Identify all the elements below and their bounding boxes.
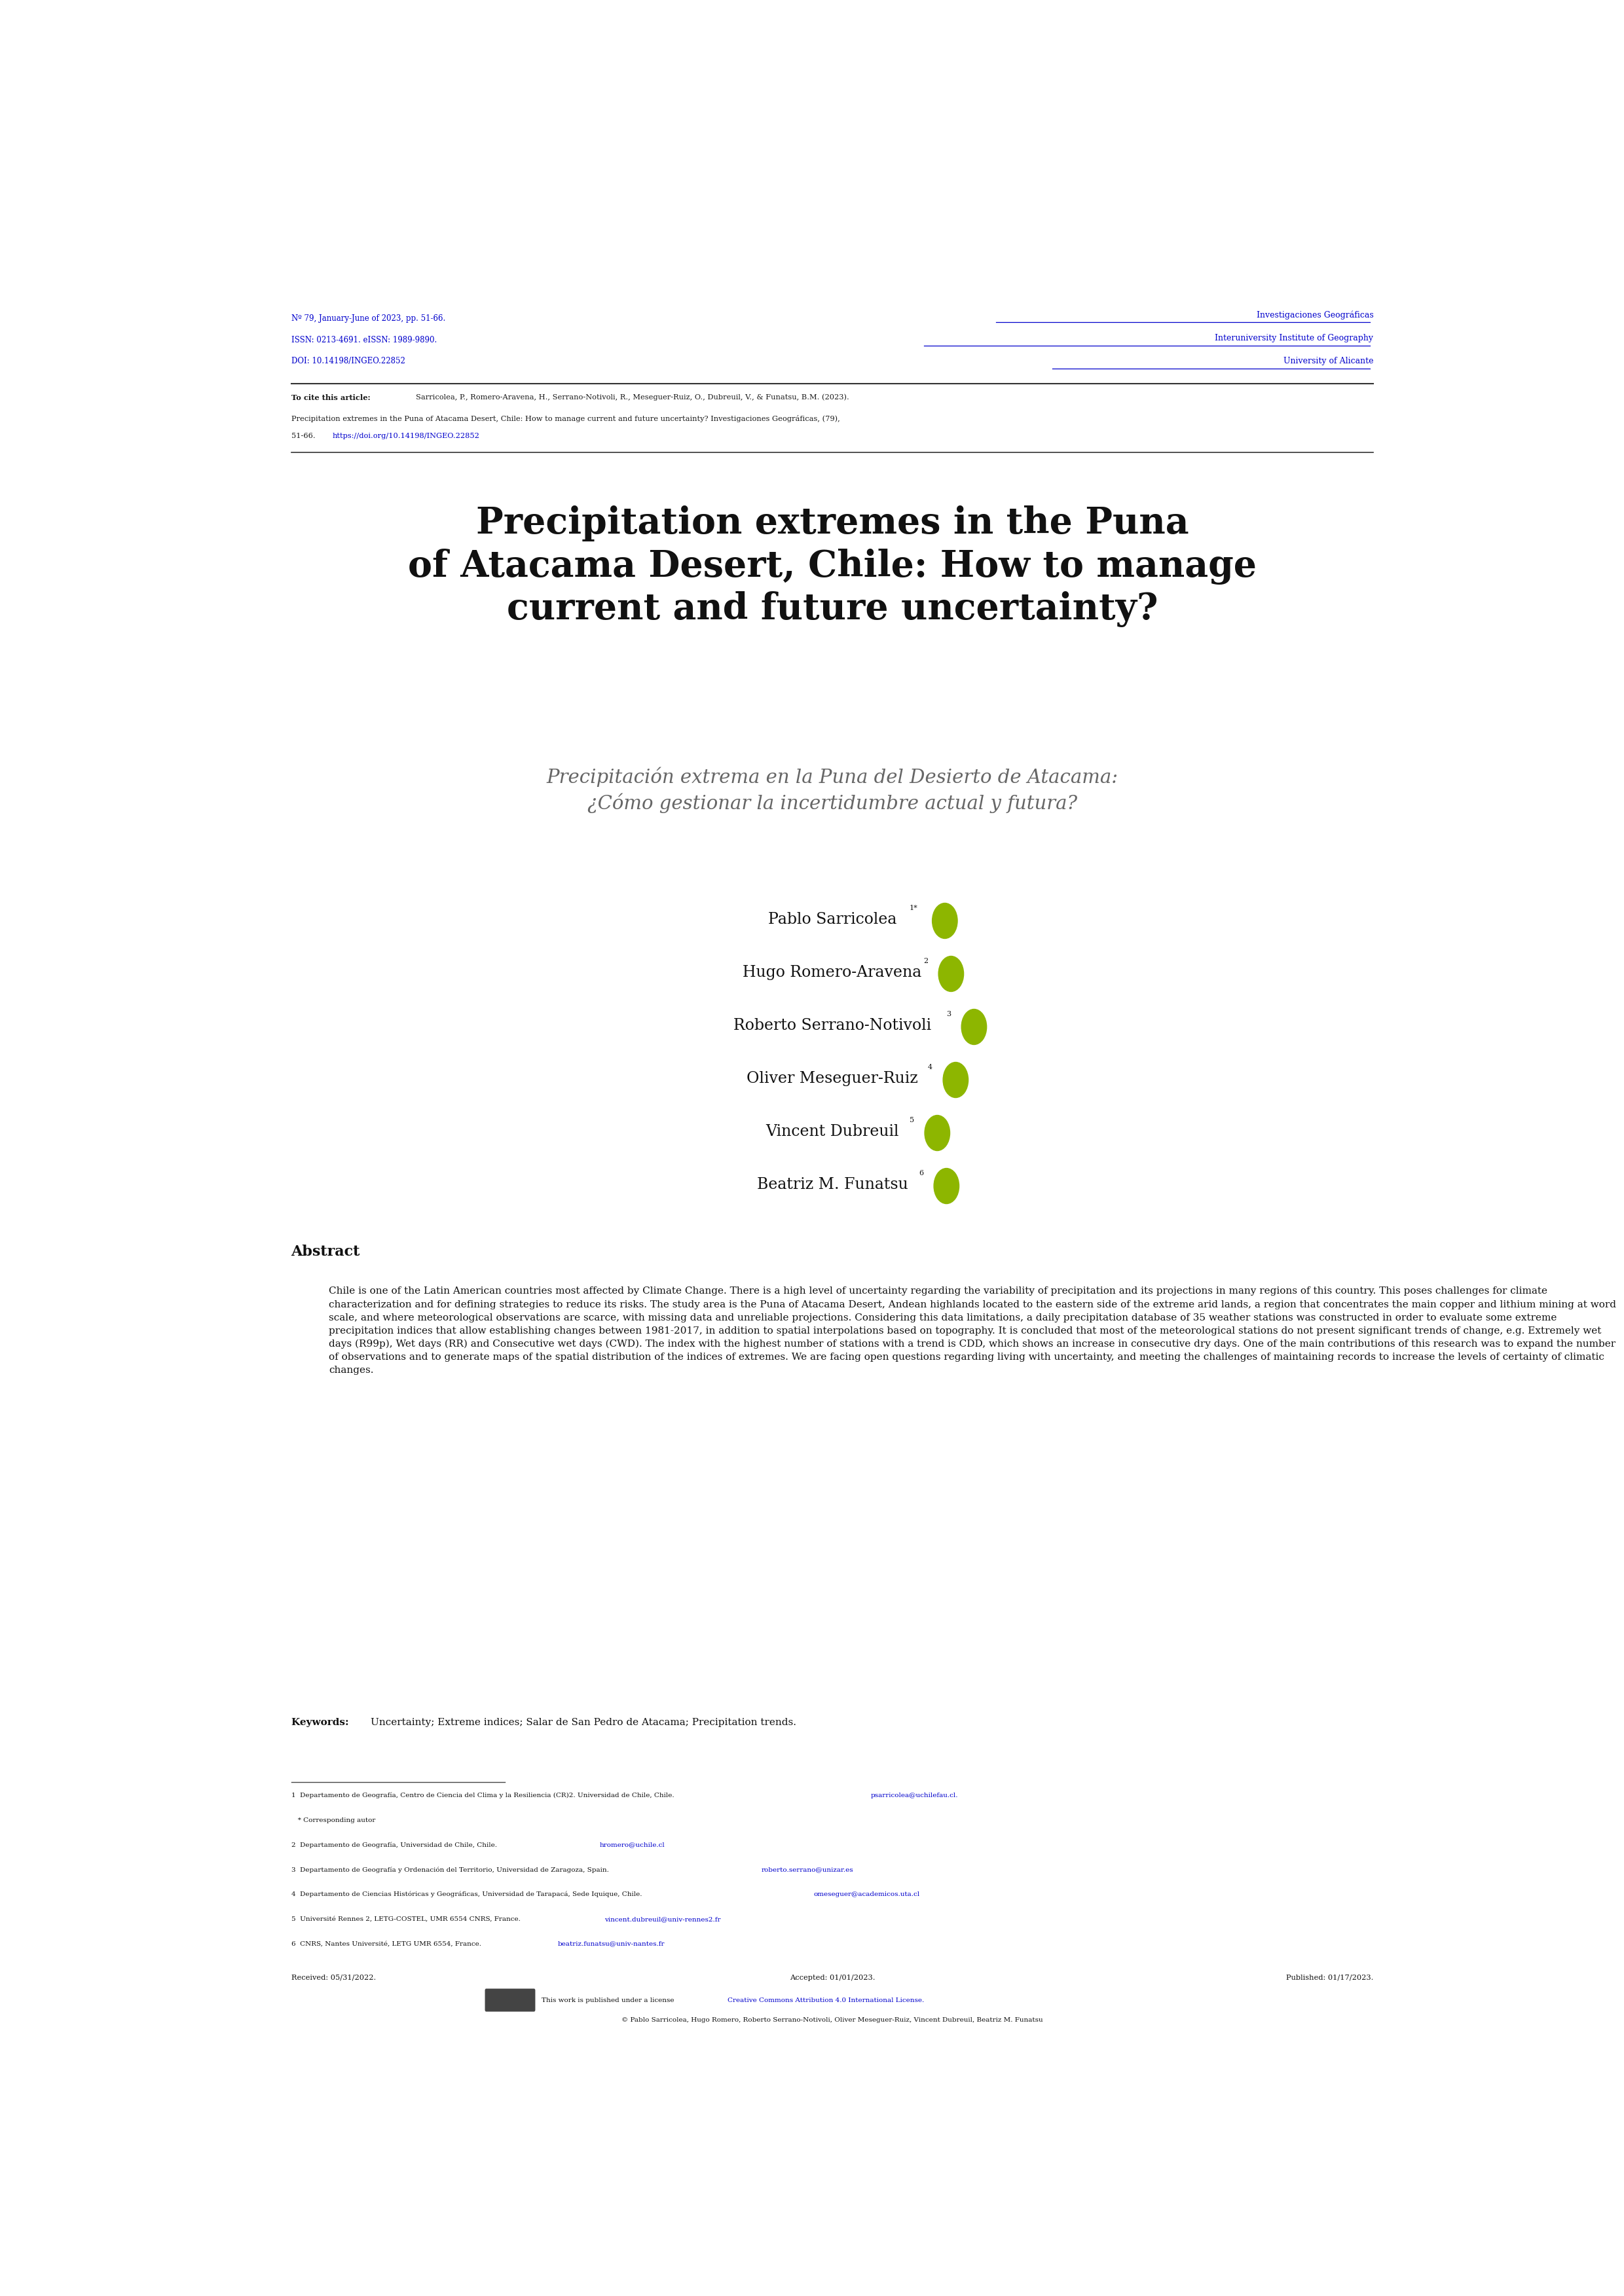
Text: 2: 2 [924, 957, 927, 964]
Text: Abstract: Abstract [291, 1244, 361, 1258]
Text: 4: 4 [927, 1063, 932, 1070]
Text: iD: iD [971, 1024, 978, 1031]
Text: This work is published under a license: This work is published under a license [541, 1998, 676, 2004]
Text: © Pablo Sarricolea, Hugo Romero, Roberto Serrano-Notivoli, Oliver Meseguer-Ruiz,: © Pablo Sarricolea, Hugo Romero, Roberto… [622, 2016, 1043, 2023]
Text: 1  Departamento de Geografía, Centro de Ciencia del Clima y la Resiliencia (CR)2: 1 Departamento de Geografía, Centro de C… [291, 1793, 676, 1798]
Text: Pablo Sarricolea: Pablo Sarricolea [768, 912, 896, 928]
Text: omeseguer@academicos.uta.cl: omeseguer@academicos.uta.cl [814, 1892, 919, 1896]
Text: Roberto Serrano-Notivoli: Roberto Serrano-Notivoli [734, 1017, 931, 1033]
Text: hromero@uchile.cl: hromero@uchile.cl [599, 1841, 664, 1848]
Text: DOI: 10.14198/INGEO.22852: DOI: 10.14198/INGEO.22852 [291, 356, 404, 365]
Text: beatriz.funatsu@univ-nantes.fr: beatriz.funatsu@univ-nantes.fr [557, 1940, 664, 1947]
Text: iD: iD [934, 1130, 940, 1137]
Text: Precipitation extremes in the Puna of Atacama Desert, Chile: How to manage curre: Precipitation extremes in the Puna of At… [291, 416, 840, 422]
Text: Nº 79, January-June of 2023, pp. 51-66.: Nº 79, January-June of 2023, pp. 51-66. [291, 315, 445, 324]
Text: Precipitation extremes in the Puna
of Atacama Desert, Chile: How to manage
curre: Precipitation extremes in the Puna of At… [408, 505, 1257, 627]
Text: Investigaciones Geográficas: Investigaciones Geográficas [1257, 310, 1374, 319]
Text: https://doi.org/10.14198/INGEO.22852: https://doi.org/10.14198/INGEO.22852 [333, 434, 481, 439]
Text: 5  Université Rennes 2, LETG-COSTEL, UMR 6554 CNRS, France.: 5 Université Rennes 2, LETG-COSTEL, UMR … [291, 1917, 523, 1922]
FancyBboxPatch shape [486, 1988, 536, 2011]
Text: Interuniversity Institute of Geography: Interuniversity Institute of Geography [1215, 333, 1374, 342]
Text: 4  Departamento de Ciencias Históricas y Geográficas, Universidad de Tarapacá, S: 4 Departamento de Ciencias Históricas y … [291, 1892, 643, 1896]
Text: roberto.serrano@unizar.es: roberto.serrano@unizar.es [762, 1867, 853, 1874]
Text: University of Alicante: University of Alicante [1283, 356, 1374, 365]
Text: Chile is one of the Latin American countries most affected by Climate Change. Th: Chile is one of the Latin American count… [328, 1286, 1616, 1375]
Text: psarricolea@uchilefau.cl.: psarricolea@uchilefau.cl. [870, 1793, 958, 1798]
Text: Precipitación extrema en la Puna del Desierto de Atacama:
¿Cómo gestionar la inc: Precipitación extrema en la Puna del Des… [546, 767, 1119, 813]
Text: Keywords:: Keywords: [291, 1717, 352, 1727]
Text: 5: 5 [909, 1118, 914, 1123]
Text: Vincent Dubreuil: Vincent Dubreuil [765, 1125, 900, 1139]
Text: iD: iD [942, 918, 948, 923]
Text: Received: 05/31/2022.: Received: 05/31/2022. [291, 1975, 375, 1981]
Circle shape [932, 902, 958, 939]
Text: Oliver Meseguer-Ruiz: Oliver Meseguer-Ruiz [747, 1070, 918, 1086]
Text: Sarricolea, P., Romero-Aravena, H., Serrano-Notivoli, R., Meseguer-Ruiz, O., Dub: Sarricolea, P., Romero-Aravena, H., Serr… [416, 395, 849, 402]
Circle shape [924, 1116, 950, 1150]
Text: iD: iD [944, 1182, 950, 1189]
Text: * Corresponding autor: * Corresponding autor [291, 1816, 375, 1823]
Text: Published: 01/17/2023.: Published: 01/17/2023. [1286, 1975, 1374, 1981]
Text: 51-66.: 51-66. [291, 434, 317, 439]
Text: iD: iD [952, 1077, 958, 1084]
Text: ISSN: 0213-4691. eISSN: 1989-9890.: ISSN: 0213-4691. eISSN: 1989-9890. [291, 335, 437, 344]
Text: Uncertainty; Extreme indices; Salar de San Pedro de Atacama; Precipitation trend: Uncertainty; Extreme indices; Salar de S… [370, 1717, 796, 1727]
Text: iD: iD [948, 971, 955, 976]
Text: 3  Departamento de Geografía y Ordenación del Territorio, Universidad de Zaragoz: 3 Departamento de Geografía y Ordenación… [291, 1867, 611, 1874]
Circle shape [939, 955, 963, 992]
Circle shape [961, 1010, 987, 1045]
Text: 2  Departamento de Geografía, Universidad de Chile, Chile.: 2 Departamento de Geografía, Universidad… [291, 1841, 499, 1848]
Text: Creative Commons Attribution 4.0 International License.: Creative Commons Attribution 4.0 Interna… [728, 1998, 924, 2004]
Text: vincent.dubreuil@univ-rennes2.fr: vincent.dubreuil@univ-rennes2.fr [604, 1917, 721, 1922]
Text: Beatriz M. Funatsu: Beatriz M. Funatsu [757, 1178, 908, 1192]
Text: 6: 6 [919, 1171, 924, 1176]
Text: Hugo Romero-Aravena: Hugo Romero-Aravena [742, 964, 922, 980]
Text: cc: cc [507, 1998, 513, 2002]
Text: 6  CNRS, Nantes Université, LETG UMR 6554, France.: 6 CNRS, Nantes Université, LETG UMR 6554… [291, 1940, 482, 1947]
Circle shape [934, 1169, 960, 1203]
Text: 3: 3 [947, 1010, 952, 1017]
Text: 1*: 1* [909, 905, 918, 912]
Text: Accepted: 01/01/2023.: Accepted: 01/01/2023. [789, 1975, 875, 1981]
Text: To cite this article:: To cite this article: [291, 395, 374, 402]
Circle shape [944, 1063, 968, 1097]
